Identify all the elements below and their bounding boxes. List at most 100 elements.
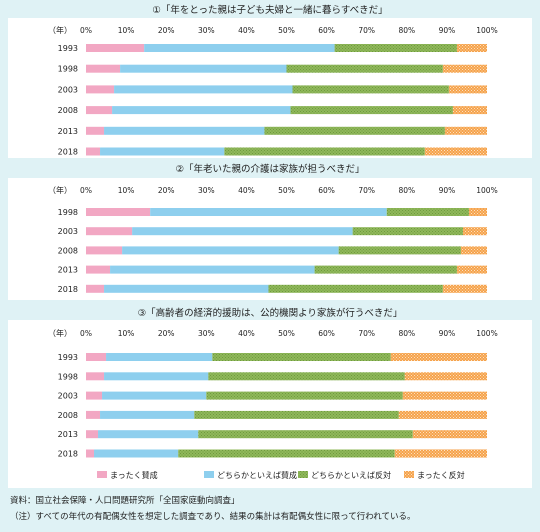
bar-segment: [290, 106, 453, 115]
x-tick-label: 40%: [238, 26, 255, 35]
footnote: （注）すべての年代の有配偶女性を想定した調査であり、結果の集計は有配偶女性に限っ…: [10, 512, 416, 522]
x-tick-label: 90%: [439, 26, 456, 35]
source-note: 資料：国立社会保障・人口問題研究所「全国家庭動向調査」: [10, 496, 240, 506]
x-tick-label: 50%: [278, 329, 295, 338]
bar-segment: [120, 64, 287, 73]
bar-segment: [86, 208, 151, 216]
bar-segment: [132, 227, 353, 236]
bar-segment: [100, 147, 225, 156]
legend-swatch: [404, 471, 414, 478]
bar-segment: [462, 227, 487, 236]
bar-segment: [104, 284, 269, 293]
bar-segment: [94, 449, 179, 458]
bar-segment: [442, 284, 487, 293]
bar-segment: [386, 208, 469, 216]
legend-label: どちらかといえば反対: [311, 470, 391, 480]
bar-segment: [86, 64, 121, 73]
x-tick-label: 20%: [158, 329, 175, 338]
legend-swatch: [204, 471, 214, 478]
bar-segment: [398, 410, 487, 419]
x-tick-label: 30%: [198, 186, 215, 195]
panel-background: [8, 178, 532, 300]
bar-segment: [112, 106, 291, 115]
x-tick-label: 10%: [118, 329, 135, 338]
panel-background: [8, 320, 532, 488]
bar-segment: [86, 391, 103, 400]
year-label: 1993: [58, 44, 78, 53]
bar-segment: [264, 126, 445, 135]
bar-segment: [86, 410, 101, 419]
bar-segment: [456, 265, 487, 274]
legend-swatch: [298, 471, 308, 478]
bar-segment: [452, 106, 487, 115]
x-tick-label: 100%: [476, 329, 497, 338]
x-tick-label: 0%: [80, 26, 92, 35]
year-label: 2003: [58, 227, 78, 236]
year-label: 1998: [58, 208, 78, 217]
bar-segment: [404, 372, 487, 381]
chart-panel-2: ②「年老いた親の介護は家族が担うべきだ」 （年） 0% 10% 20% 30% 40% 50%…: [8, 163, 532, 300]
bar-segment: [442, 64, 487, 73]
bar-segment: [444, 126, 487, 135]
year-label: 2008: [58, 246, 78, 255]
chart-panel-1: ①「年をとった親は子ども夫婦と一緒に暮らすべきだ」 （年） 0% 10% 20% 30% 4…: [8, 4, 532, 158]
x-tick-label: 10%: [118, 26, 135, 35]
bar-segment: [402, 391, 487, 400]
legend-label: どちらかといえば賛成: [217, 470, 297, 480]
year-label: 2013: [58, 430, 78, 439]
year-unit-label: （年）: [48, 25, 72, 35]
x-tick-label: 60%: [318, 186, 335, 195]
x-tick-label: 0%: [80, 329, 92, 338]
x-tick-label: 70%: [358, 329, 375, 338]
x-tick-label: 60%: [318, 329, 335, 338]
bar-segment: [194, 410, 399, 419]
bar-segment: [268, 284, 443, 293]
bar-segment: [104, 372, 209, 381]
x-tick-label: 50%: [278, 26, 295, 35]
bar-segment: [86, 227, 133, 236]
year-unit-label: （年）: [48, 185, 72, 195]
bar-segment: [224, 147, 425, 156]
x-tick-label: 20%: [158, 26, 175, 35]
legend-label: まったく反対: [417, 470, 465, 480]
bar-segment: [86, 353, 107, 361]
year-label: 2013: [58, 127, 78, 136]
bar-segment: [86, 430, 99, 439]
chart-panel-3: ③「高齢者の経済的援助は、公的機関より家族が行うべきだ」 （年） 0% 10% 20% 3…: [8, 307, 532, 488]
x-tick-label: 50%: [278, 186, 295, 195]
bar-segment: [338, 246, 461, 255]
bar-segment: [424, 147, 487, 156]
year-label: 1998: [58, 65, 78, 74]
legend-label: まったく賛成: [110, 470, 158, 480]
year-label: 2003: [58, 392, 78, 401]
bar-segment: [390, 353, 487, 361]
chart-title: ①「年をとった親は子ども夫婦と一緒に暮らすべきだ」: [152, 4, 387, 16]
bar-segment: [104, 126, 265, 135]
bar-segment: [150, 208, 387, 216]
year-label: 1998: [58, 372, 78, 381]
bar-segment: [286, 64, 443, 73]
year-label: 2003: [58, 85, 78, 94]
bar-segment: [292, 85, 449, 94]
x-tick-label: 70%: [358, 186, 375, 195]
year-unit-label: （年）: [48, 328, 72, 338]
bar-segment: [314, 265, 457, 274]
x-tick-label: 80%: [398, 26, 415, 35]
bar-segment: [206, 391, 403, 400]
bar-segment: [122, 246, 339, 255]
bar-segment: [86, 449, 95, 458]
bar-segment: [102, 391, 207, 400]
bar-segment: [86, 284, 105, 293]
bar-segment: [456, 44, 487, 52]
x-tick-label: 0%: [80, 186, 92, 195]
chart-title: ②「年老いた親の介護は家族が担うべきだ」: [175, 163, 364, 175]
x-tick-label: 40%: [238, 186, 255, 195]
x-tick-label: 90%: [439, 329, 456, 338]
year-label: 2008: [58, 411, 78, 420]
year-label: 2018: [58, 148, 78, 157]
bar-segment: [110, 265, 315, 274]
bar-segment: [86, 106, 113, 115]
bar-segment: [198, 430, 413, 439]
